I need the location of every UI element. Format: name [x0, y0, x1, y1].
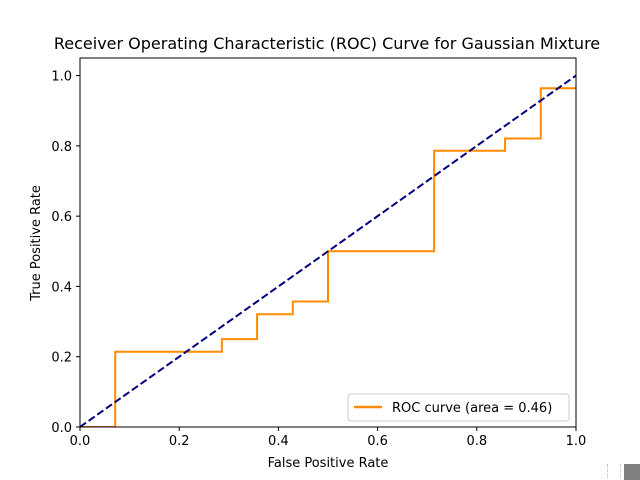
x-tick-label: 0.0 — [70, 434, 91, 449]
roc-curve-line — [80, 87, 576, 427]
x-tick-label: 0.6 — [367, 434, 388, 449]
chart-title: Receiver Operating Characteristic (ROC) … — [54, 34, 600, 53]
y-tick-label: 0.4 — [51, 280, 72, 295]
chance-line — [80, 74, 576, 427]
x-tick-label: 0.8 — [466, 434, 487, 449]
x-axis-label: False Positive Rate — [268, 456, 389, 471]
y-axis-label: True Positive Rate — [29, 185, 44, 302]
resize-grip-icon[interactable] — [607, 464, 621, 478]
plot-area — [80, 74, 576, 427]
legend: ROC curve (area = 0.46) — [347, 393, 570, 422]
y-tick-label: 0.2 — [51, 351, 72, 366]
x-tick-label: 0.4 — [268, 434, 289, 449]
legend-box — [347, 393, 570, 422]
axes-frame — [79, 57, 577, 428]
x-tick-label: 0.2 — [169, 434, 190, 449]
y-tick-label: 0.6 — [51, 210, 72, 225]
x-tick-label: 1.0 — [566, 434, 587, 449]
axes: 0.0 0.2 0.4 0.6 0.8 1.0 0.0 0.2 0.4 0.6 0.8 1.0 — [51, 57, 587, 449]
y-tick-label: 0.8 — [51, 140, 72, 155]
y-tick-label: 0.0 — [51, 421, 72, 436]
legend-label: ROC curve (area = 0.46) — [392, 401, 552, 416]
y-tick-label: 1.0 — [51, 70, 72, 85]
window-corner — [624, 464, 640, 480]
